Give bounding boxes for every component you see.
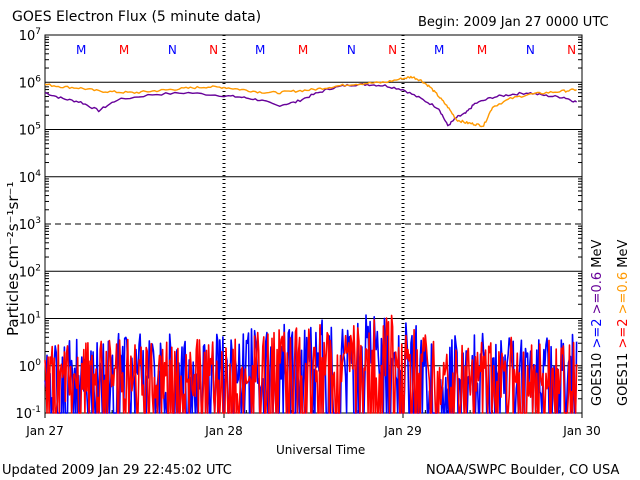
legend-goes11: GOES11 >=2 >=0.6 MeV <box>616 240 631 406</box>
x-tick-label: Jan 28 <box>204 424 243 438</box>
mn-marker: M <box>119 43 129 57</box>
series-line <box>44 82 578 127</box>
mn-marker: N <box>209 43 218 57</box>
x-axis-label: Universal Time <box>276 443 366 457</box>
mn-marker: M <box>298 43 308 57</box>
y-tick-label: 105 <box>19 122 41 139</box>
series-line <box>44 314 578 414</box>
y-tick-label: 10-1 <box>15 405 41 422</box>
x-tick-label: Jan 29 <box>383 424 422 438</box>
y-tick-label: 103 <box>19 216 41 233</box>
chart-title: GOES Electron Flux (5 minute data) <box>12 9 262 25</box>
y-tick-label: 107 <box>19 27 41 44</box>
mn-marker: N <box>388 43 397 57</box>
mn-marker: N <box>168 43 177 57</box>
mn-marker: N <box>526 43 535 57</box>
series-line <box>44 75 577 128</box>
mn-marker: M <box>76 43 86 57</box>
y-tick-label: 102 <box>19 263 41 280</box>
y-tick-label: 100 <box>19 358 42 375</box>
mn-marker: M <box>477 43 487 57</box>
mn-marker: N <box>347 43 356 57</box>
footer-credit: NOAA/SWPC Boulder, CO USA <box>426 463 620 478</box>
y-axis-label: Particles cm⁻²s⁻¹sr⁻¹ <box>4 181 22 336</box>
y-tick-label: 101 <box>19 311 41 328</box>
mn-marker: M <box>434 43 444 57</box>
mn-marker: M <box>255 43 265 57</box>
begin-label: Begin: 2009 Jan 27 0000 UTC <box>418 15 609 30</box>
x-tick-label: Jan 30 <box>562 424 601 438</box>
mn-marker: N <box>567 43 576 57</box>
y-tick-label: 104 <box>19 169 42 186</box>
y-tick-label: 106 <box>19 74 42 91</box>
legend-goes10: GOES10 >=2 >=0.6 MeV <box>590 240 605 406</box>
x-tick-label: Jan 27 <box>25 424 64 438</box>
footer-updated: Updated 2009 Jan 29 22:45:02 UTC <box>2 463 232 478</box>
